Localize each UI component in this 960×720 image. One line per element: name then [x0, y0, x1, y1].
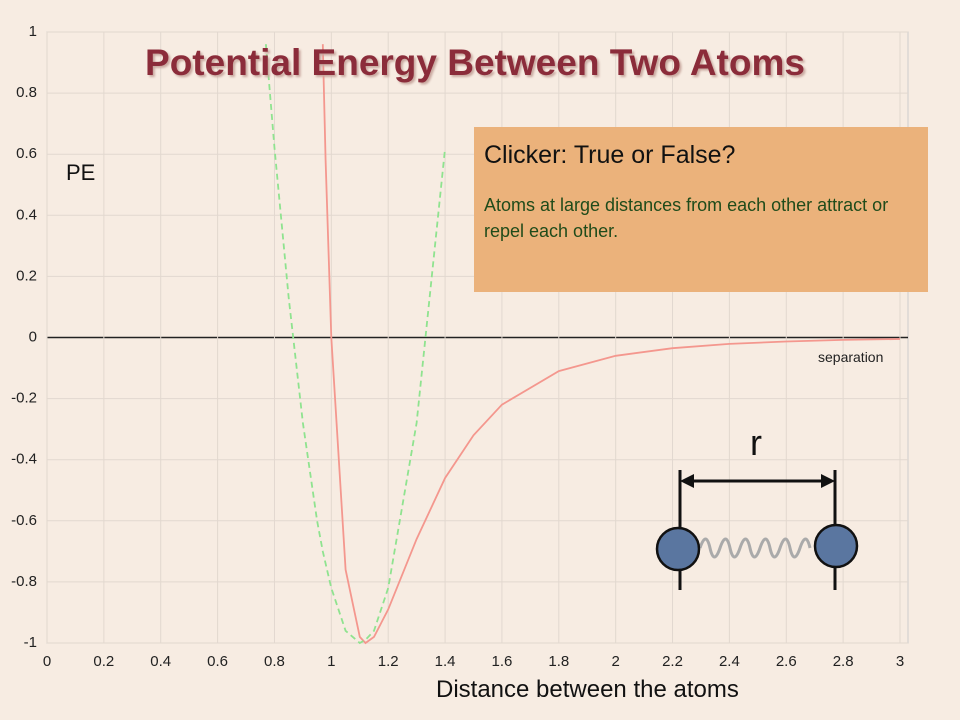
slide-title: Potential Energy Between Two Atoms	[145, 42, 805, 83]
x-tick-label: 0	[43, 653, 51, 670]
y-tick-label: -0.8	[11, 573, 37, 590]
series-line	[265, 44, 446, 645]
x-tick-label: 2.6	[776, 653, 797, 670]
x-tick-label: 2.4	[719, 653, 740, 670]
x-tick-label: 2	[611, 653, 619, 670]
x-axis-label: Distance between the atoms	[436, 676, 739, 703]
y-tick-label: -1	[24, 634, 37, 651]
y-tick-label: -0.2	[11, 390, 37, 407]
x-tick-label: 0.8	[264, 653, 285, 670]
y-tick-label: 0.6	[16, 145, 37, 162]
x-tick-label: 1.2	[378, 653, 399, 670]
y-axis-label: PE	[66, 160, 96, 185]
clicker-box: Clicker: True or False? Atoms at large d…	[474, 127, 928, 292]
clicker-title: Clicker: True or False?	[484, 141, 736, 169]
separation-label: separation	[818, 349, 884, 365]
y-tick-label: 0.2	[16, 267, 37, 284]
x-tick-label: 3	[896, 653, 904, 670]
series-line	[321, 44, 901, 645]
clicker-text: Atoms at large distances from each other…	[484, 195, 889, 241]
x-tick-label: 2.2	[662, 653, 683, 670]
atom-illustration	[655, 470, 859, 590]
y-tick-label: -0.6	[11, 512, 37, 529]
y-tick-label: 0.8	[16, 84, 37, 101]
x-tick-label: 1.6	[492, 653, 513, 670]
y-tick-label: 1	[29, 23, 37, 40]
x-tick-label: 1.8	[548, 653, 569, 670]
x-tick-label: 0.4	[150, 653, 171, 670]
y-tick-label: 0	[29, 328, 37, 345]
y-tick-label: 0.4	[16, 206, 37, 223]
y-tick-label: -0.4	[11, 451, 37, 468]
r-label: r	[750, 422, 762, 463]
x-tick-label: 1.4	[435, 653, 456, 670]
x-tick-label: 1	[327, 653, 335, 670]
x-tick-label: 2.8	[833, 653, 854, 670]
x-tick-label: 0.2	[93, 653, 114, 670]
x-tick-label: 0.6	[207, 653, 228, 670]
